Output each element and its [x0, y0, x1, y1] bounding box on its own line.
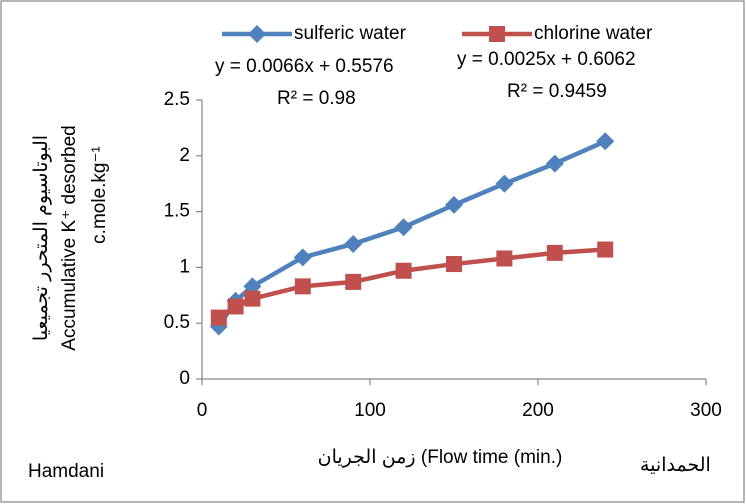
legend-label: chlorine water [534, 23, 653, 44]
marker [489, 26, 505, 42]
marker [496, 250, 513, 267]
marker [545, 154, 564, 173]
marker [294, 278, 311, 295]
annotation: y = 0.0066x + 0.5576 [215, 56, 394, 77]
marker [210, 309, 227, 326]
marker [546, 244, 563, 261]
y-tick-label: 2.5 [164, 89, 190, 110]
note: الحمدانية [640, 455, 711, 476]
marker [293, 248, 312, 267]
legend-label: sulferic water [294, 23, 407, 44]
x-axis-label: زمن الجريان (Flow time (min.) [318, 447, 563, 468]
y-axis-label: Accumulative K⁺ desorbed [59, 125, 80, 350]
marker [596, 132, 615, 151]
y-tick-label: 1 [179, 256, 190, 277]
y-axis-label: البوتاسيوم المتحرر تجميعيا [31, 135, 52, 341]
y-tick-label: 0 [179, 368, 190, 389]
marker [244, 290, 261, 307]
annotation: R² = 0.9459 [507, 81, 607, 102]
y-tick-label: 1.5 [164, 201, 190, 222]
annotation: R² = 0.98 [277, 88, 356, 109]
series-line [216, 139, 607, 328]
x-tick-label: 200 [522, 400, 554, 421]
marker [344, 234, 363, 253]
marker [394, 218, 413, 237]
marker [345, 273, 362, 290]
series-line [217, 247, 606, 320]
y-axis-label: c.mole.kg⁻¹ [89, 146, 110, 244]
marker [248, 25, 266, 43]
marker [227, 298, 244, 315]
marker [495, 174, 514, 193]
y-tick-label: 0.5 [164, 312, 190, 333]
annotation: y = 0.0025x + 0.6062 [457, 49, 636, 70]
marker [597, 241, 614, 258]
x-tick-label: 300 [690, 400, 722, 421]
marker [445, 195, 463, 214]
marker [446, 256, 462, 273]
y-tick-label: 2 [179, 145, 190, 166]
note: Hamdani [28, 461, 104, 482]
x-tick-label: 0 [197, 400, 208, 421]
x-tick-label: 100 [354, 400, 386, 421]
marker [395, 262, 412, 279]
